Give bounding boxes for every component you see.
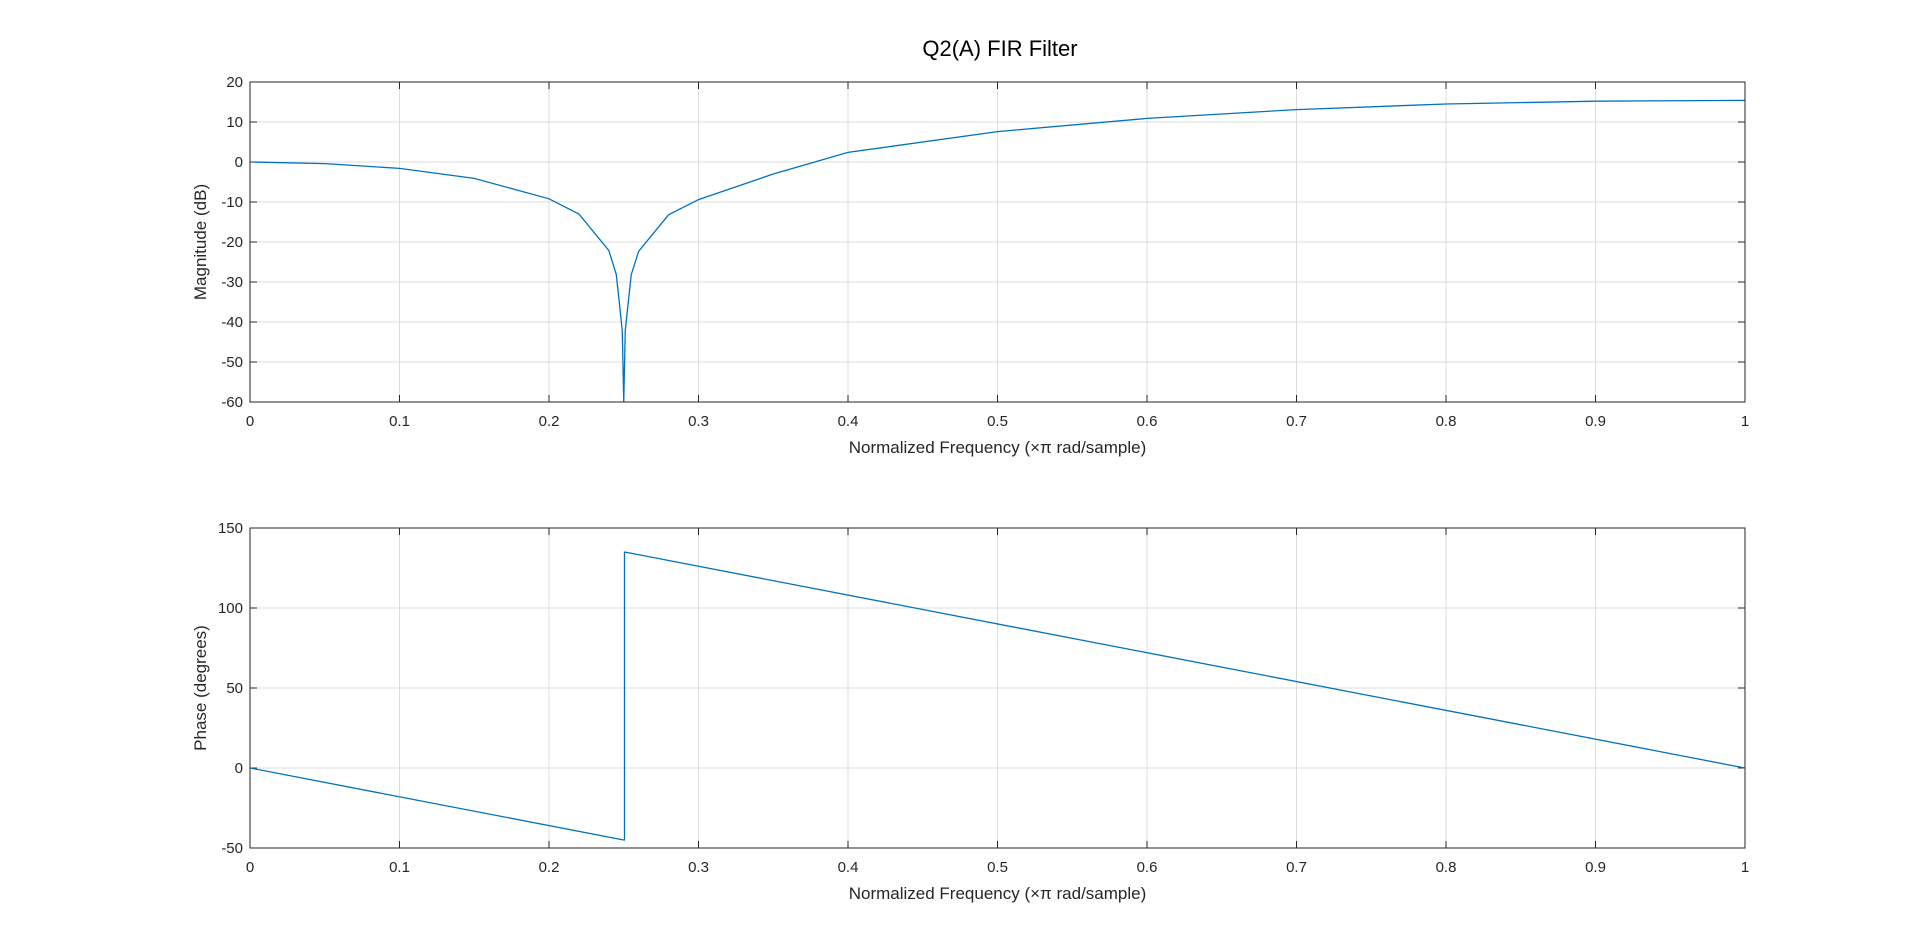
- phase-x-tick-label: 0.7: [1286, 859, 1307, 876]
- magnitude-y-tick-label: -20: [221, 234, 243, 251]
- phase-y-axis-label: Phase (degrees): [191, 625, 210, 751]
- magnitude-y-tick-label: -30: [221, 274, 243, 291]
- phase-x-tick-label: 0: [246, 859, 254, 876]
- phase-x-tick-label: 0.6: [1137, 859, 1158, 876]
- phase-x-tick-label: 0.8: [1436, 859, 1457, 876]
- phase-y-tick-label: 0: [235, 760, 243, 777]
- phase-x-tick-label: 0.2: [539, 859, 560, 876]
- phase-x-tick-label: 0.3: [688, 859, 709, 876]
- magnitude-y-tick-label: 10: [226, 114, 243, 131]
- phase-x-tick-label: 1: [1741, 859, 1749, 876]
- magnitude-x-tick-label: 0.4: [838, 413, 859, 430]
- magnitude-y-tick-label: -10: [221, 194, 243, 211]
- magnitude-x-tick-label: 0.5: [987, 413, 1008, 430]
- magnitude-x-tick-label: 0.2: [539, 413, 560, 430]
- phase-x-tick-label: 0.4: [838, 859, 859, 876]
- phase-series-line: [249, 551, 1746, 841]
- magnitude-y-axis-label: Magnitude (dB): [191, 184, 210, 300]
- magnitude-series-line: [249, 99, 1746, 403]
- magnitude-x-tick-label: 0.7: [1286, 413, 1307, 430]
- magnitude-x-tick-label: 0.8: [1436, 413, 1457, 430]
- magnitude-x-tick-label: 0.1: [389, 413, 410, 430]
- phase-y-tick-label: -50: [221, 840, 243, 857]
- magnitude-x-tick-label: 0.9: [1585, 413, 1606, 430]
- magnitude-y-tick-label: 20: [226, 74, 243, 91]
- magnitude-x-tick-label: 0: [246, 413, 254, 430]
- phase-x-tick-label: 0.5: [987, 859, 1008, 876]
- phase-y-tick-label: 100: [218, 600, 243, 617]
- phase-x-tick-label: 0.9: [1585, 859, 1606, 876]
- figure-title: Q2(A) FIR Filter: [922, 36, 1077, 61]
- magnitude-y-tick-label: -60: [221, 394, 243, 411]
- magnitude-x-tick-label: 0.3: [688, 413, 709, 430]
- magnitude-y-tick-label: -50: [221, 354, 243, 371]
- phase-axes-border: [249, 527, 1746, 849]
- phase-plot: 0 0.1 0.2 0.3 0.4 0.5 0.6 0.7 0.8 0.9 1-5005010015…: [191, 520, 1749, 903]
- magnitude-y-tick-label: 0: [235, 154, 243, 171]
- magnitude-axes-border: [249, 81, 1746, 403]
- phase-x-tick-label: 0.1: [389, 859, 410, 876]
- phase-x-axis-label: Normalized Frequency (×π rad/sample): [849, 884, 1147, 903]
- magnitude-x-tick-label: 1: [1741, 413, 1749, 430]
- phase-y-tick-label: 50: [226, 680, 243, 697]
- magnitude-y-tick-label: -40: [221, 314, 243, 331]
- magnitude-x-axis-label: Normalized Frequency (×π rad/sample): [849, 438, 1147, 457]
- magnitude-x-tick-label: 0.6: [1137, 413, 1158, 430]
- magnitude-plot: 0 0.1 0.2 0.3 0.4 0.5 0.6 0.7 0.8 0.9 1 -60 -50 -40 -3…: [191, 74, 1749, 457]
- phase-y-tick-label: 150: [218, 520, 243, 537]
